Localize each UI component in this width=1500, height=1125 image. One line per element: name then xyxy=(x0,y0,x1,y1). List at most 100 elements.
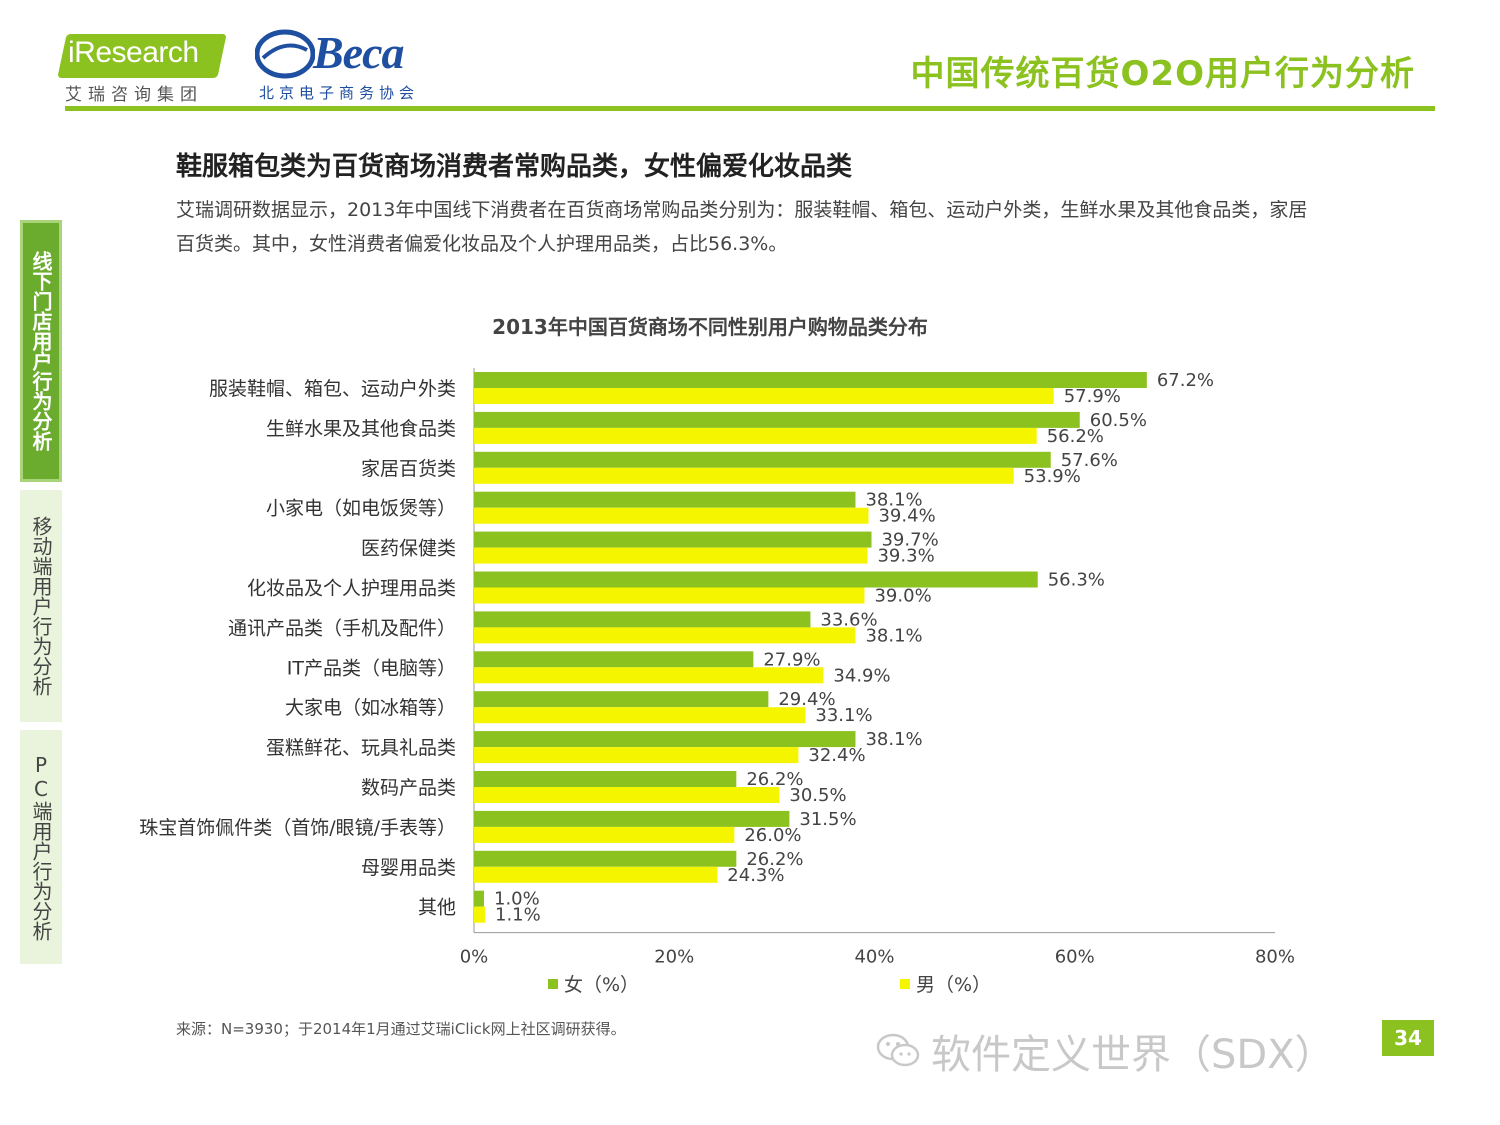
category-label: 医药保健类 xyxy=(361,538,456,560)
value-label-male: 39.4% xyxy=(878,506,935,527)
bar-female xyxy=(474,850,737,867)
bar-male xyxy=(474,667,824,684)
value-label-male: 39.3% xyxy=(877,546,934,567)
iresearch-logo-subtitle: 艾瑞咨询集团 xyxy=(65,85,203,105)
beca-logo-subtitle: 北京电子商务协会 xyxy=(259,84,420,102)
value-label-male: 30.5% xyxy=(789,785,846,806)
value-label-female: 33.6% xyxy=(820,609,877,630)
bar-female xyxy=(474,691,769,708)
category-label: 生鲜水果及其他食品类 xyxy=(266,418,456,440)
category-label: 大家电（如冰箱等） xyxy=(285,697,456,719)
bar-female xyxy=(474,531,872,548)
bar-female xyxy=(474,411,1080,428)
page-number: 34 xyxy=(1382,1020,1434,1056)
category-label: 蛋糕鲜花、玩具礼品类 xyxy=(266,737,456,759)
value-label-female: 31.5% xyxy=(799,809,856,830)
watermark: 软件定义世界（SDX） xyxy=(875,1022,1335,1080)
bar-male xyxy=(474,627,856,644)
beca-globe-icon xyxy=(255,29,315,79)
bar-female xyxy=(474,372,1147,388)
bar-male xyxy=(474,587,865,604)
chart-title: 2013年中国百货商场不同性别用户购物品类分布 xyxy=(492,315,928,339)
value-label-female: 27.9% xyxy=(763,649,820,670)
category-label: 珠宝首饰佩件类（首饰/眼镜/手表等） xyxy=(139,817,456,839)
bar-female xyxy=(474,890,485,907)
section-description: 艾瑞调研数据显示，2013年中国线下消费者在百货商场常购品类分别为：服装鞋帽、箱… xyxy=(176,199,1308,255)
value-label-male: 34.9% xyxy=(833,665,890,686)
bar-female xyxy=(474,731,856,748)
chart-legend: 女（%） 男（%） xyxy=(548,970,1048,998)
value-label-female: 67.2% xyxy=(1157,370,1214,391)
value-label-female: 38.1% xyxy=(865,729,922,750)
category-label: IT产品类（电脑等） xyxy=(287,657,456,679)
value-label-male: 24.3% xyxy=(727,865,784,886)
value-label-female: 1.0% xyxy=(494,889,540,910)
iresearch-logo: iResearch 艾瑞咨询集团 xyxy=(57,22,237,105)
source-note: 来源：N=3930；于2014年1月通过艾瑞iClick网上社区调研获得。 xyxy=(176,1020,626,1038)
bar-female xyxy=(474,491,856,508)
value-label-male: 33.1% xyxy=(815,705,872,726)
x-tick-label: 20% xyxy=(654,947,694,968)
bar-female xyxy=(474,810,790,827)
value-label-male: 32.4% xyxy=(808,745,865,766)
value-label-female: 26.2% xyxy=(746,769,803,790)
x-tick-label: 40% xyxy=(854,947,894,968)
bar-female xyxy=(474,651,754,668)
value-label-female: 60.5% xyxy=(1090,410,1147,431)
value-label-female: 39.7% xyxy=(881,530,938,551)
value-label-male: 39.0% xyxy=(874,586,931,607)
bar-female xyxy=(474,571,1038,588)
bar-male xyxy=(474,427,1037,444)
bar-female xyxy=(474,771,737,787)
x-tick-label: 0% xyxy=(460,947,489,968)
value-label-female: 26.2% xyxy=(746,849,803,870)
value-label-male: 38.1% xyxy=(865,625,922,646)
x-tick-label: 80% xyxy=(1255,947,1295,968)
x-tick-label: 60% xyxy=(1055,947,1095,968)
legend-item-female: 女（%） xyxy=(548,970,639,997)
value-label-male: 1.1% xyxy=(495,905,541,926)
value-label-male: 56.2% xyxy=(1047,426,1104,447)
category-label: 其他 xyxy=(418,897,456,919)
bar-female xyxy=(474,451,1051,468)
value-label-male: 53.9% xyxy=(1024,466,1081,487)
category-label: 通讯产品类（手机及配件） xyxy=(228,617,456,639)
legend-label-female: 女（%） xyxy=(564,974,640,996)
legend-item-male: 男（%） xyxy=(900,970,991,997)
header-divider xyxy=(65,106,1435,111)
category-label: 服装鞋帽、箱包、运动户外类 xyxy=(209,378,456,400)
value-label-male: 57.9% xyxy=(1064,386,1121,407)
legend-label-male: 男（%） xyxy=(916,974,992,996)
category-label: 家居百货类 xyxy=(361,458,456,480)
bar-male xyxy=(474,906,486,923)
bar-male xyxy=(474,747,799,764)
bar-male xyxy=(474,467,1014,484)
category-label: 化妆品及个人护理用品类 xyxy=(247,578,456,600)
iresearch-logo-text: iResearch xyxy=(68,36,199,69)
category-label: 数码产品类 xyxy=(361,777,456,799)
wechat-icon xyxy=(876,1033,920,1067)
page-header-title: 中国传统百货O2O用户行为分析 xyxy=(910,54,1415,94)
sidebar-item-mobile[interactable]: 移动端用户行为分析 xyxy=(20,490,62,722)
bar-male xyxy=(474,547,868,564)
legend-swatch-female xyxy=(548,978,558,989)
section-heading: 鞋服箱包类为百货商场消费者常购品类，女性偏爱化妆品类 xyxy=(176,152,853,182)
bar-male xyxy=(474,707,806,724)
category-label: 母婴用品类 xyxy=(361,857,456,879)
beca-logo-text: Beca xyxy=(313,27,405,78)
bar-male xyxy=(474,866,718,883)
legend-swatch-male xyxy=(900,978,910,989)
bar-female xyxy=(474,611,811,628)
value-label-female: 56.3% xyxy=(1048,570,1105,591)
value-label-female: 57.6% xyxy=(1061,450,1118,471)
value-label-female: 29.4% xyxy=(778,689,835,710)
bar-male xyxy=(474,826,735,843)
category-label: 小家电（如电饭煲等） xyxy=(266,498,456,520)
bar-male xyxy=(474,388,1054,404)
watermark-text: 软件定义世界（SDX） xyxy=(931,1032,1335,1078)
value-label-female: 38.1% xyxy=(865,490,922,511)
value-label-male: 26.0% xyxy=(744,825,801,846)
sidebar-item-pc[interactable]: PC端用户行为分析 xyxy=(20,730,62,964)
sidebar-item-offline-store[interactable]: 线下门店用户行为分析 xyxy=(20,220,62,482)
